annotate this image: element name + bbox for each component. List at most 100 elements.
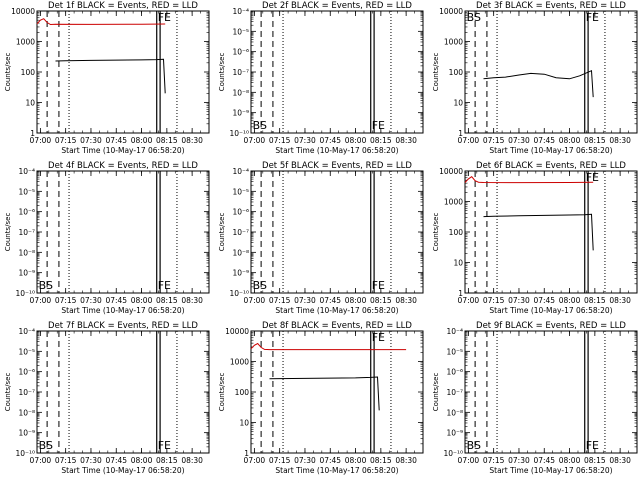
x-tick-label: 07:30 [508, 296, 530, 305]
y-tick-label: 10⁻⁹ [18, 269, 35, 278]
chart-title: Det 1f BLACK = Events, RED = LLD [48, 1, 198, 11]
y-tick-label: 10⁻⁵ [18, 187, 35, 196]
chart-panel-1: Det 1f BLACK = Events, RED = LLD 1 10 100 10… [4, 1, 210, 155]
x-tick-label: 08:30 [609, 136, 631, 145]
x-tick-label: 07:45 [533, 296, 555, 305]
marker-label-fe: FE [158, 11, 171, 24]
y-tick-label: 1 [458, 289, 463, 298]
y-tick-label: 10⁻¹⁰ [15, 449, 35, 458]
y-tick-label: 10⁻⁴ [446, 327, 463, 336]
chart-panel-8: Det 8f BLACK = Events, RED = LLD 1 10 100 10… [218, 321, 424, 475]
x-tick-label: 07:45 [319, 136, 341, 145]
x-tick-label: 07:45 [105, 136, 127, 145]
x-tick-label: 08:30 [395, 456, 417, 465]
y-tick-label: 10⁻⁷ [18, 228, 35, 237]
chart-title: Det 6f BLACK = Events, RED = LLD [476, 161, 626, 171]
x-tick-label: 08:30 [181, 296, 203, 305]
y-tick-label: 10 [239, 419, 249, 428]
y-tick-label: 10⁻⁹ [232, 269, 249, 278]
x-tick-label: 07:00 [30, 136, 52, 145]
x-axis-label: Start Time (10-May-17 06:58:20) [489, 306, 612, 315]
x-tick-label: 07:15 [269, 136, 291, 145]
plot-frame [464, 330, 638, 454]
x-tick-label: 08:30 [395, 136, 417, 145]
x-tick-label: 07:30 [508, 456, 530, 465]
y-tick-label: 10⁻¹⁰ [15, 289, 35, 298]
y-tick-label: 100 [449, 68, 464, 77]
y-tick-label: 10⁻⁷ [232, 68, 249, 77]
y-tick-label: 1000 [444, 38, 463, 47]
plot-frame [36, 330, 210, 454]
x-tick-label: 07:45 [319, 296, 341, 305]
y-tick-label: 100 [235, 388, 250, 397]
y-tick-label: 10⁻⁵ [232, 187, 249, 196]
x-tick-label: 07:30 [508, 136, 530, 145]
y-tick-label: 10 [453, 99, 463, 108]
y-axis-label: Counts/sec [4, 53, 12, 92]
y-tick-label: 10⁻⁷ [232, 228, 249, 237]
x-axis-label: Start Time (10-May-17 06:58:20) [489, 146, 612, 155]
y-tick-label: 10⁻⁴ [18, 327, 35, 336]
chart-title: Det 2f BLACK = Events, RED = LLD [262, 1, 412, 11]
x-tick-label: 08:15 [156, 456, 178, 465]
plot-frame [464, 10, 638, 134]
y-tick-label: 10⁻⁵ [232, 27, 249, 36]
x-tick-label: 08:00 [559, 296, 581, 305]
y-axis-label: Counts/sec [218, 213, 226, 252]
x-tick-label: 08:15 [370, 136, 392, 145]
x-tick-label: 07:00 [458, 296, 480, 305]
series-line-black [483, 69, 594, 98]
x-tick-label: 07:30 [294, 296, 316, 305]
series-line-red [464, 176, 594, 184]
x-tick-label: 07:45 [533, 136, 555, 145]
marker-label-fe: FE [158, 439, 171, 452]
y-tick-label: 10⁻¹⁰ [229, 289, 249, 298]
marker-label-bs: BS [253, 119, 267, 132]
y-tick-label: 10⁻⁸ [18, 408, 35, 417]
x-tick-label: 08:30 [181, 136, 203, 145]
plot-frame [250, 10, 424, 134]
y-tick-label: 10⁻⁸ [18, 248, 35, 257]
y-tick-label: 10⁻⁹ [446, 429, 463, 438]
x-tick-label: 08:00 [345, 136, 367, 145]
y-tick-label: 10⁻⁴ [232, 7, 249, 16]
x-tick-label: 08:00 [345, 296, 367, 305]
plot-frame [36, 10, 210, 134]
y-tick-label: 10⁻⁵ [446, 347, 463, 356]
series-line-red [250, 342, 407, 351]
x-tick-label: 07:15 [269, 456, 291, 465]
x-tick-label: 07:00 [30, 296, 52, 305]
y-tick-label: 10⁻⁶ [232, 48, 249, 57]
x-tick-label: 08:30 [181, 456, 203, 465]
marker-label-fe: FE [158, 279, 171, 292]
y-axis-label: Counts/sec [4, 213, 12, 252]
y-tick-label: 1000 [444, 198, 463, 207]
x-tick-label: 07:45 [319, 456, 341, 465]
x-tick-label: 07:30 [294, 456, 316, 465]
y-tick-label: 10⁻⁸ [232, 88, 249, 97]
x-tick-label: 07:15 [483, 136, 505, 145]
y-axis-label: Counts/sec [4, 373, 12, 412]
x-tick-label: 07:15 [55, 456, 77, 465]
x-tick-label: 07:15 [269, 296, 291, 305]
series-line-red [36, 18, 166, 26]
x-tick-label: 07:15 [55, 136, 77, 145]
plot-frame [250, 170, 424, 294]
x-tick-label: 08:00 [559, 136, 581, 145]
x-tick-label: 08:15 [156, 296, 178, 305]
chart-title: Det 7f BLACK = Events, RED = LLD [48, 321, 198, 331]
x-axis-label: Start Time (10-May-17 06:58:20) [61, 146, 184, 155]
y-tick-label: 10000 [11, 7, 35, 16]
y-tick-label: 10⁻¹⁰ [443, 449, 463, 458]
y-tick-label: 100 [449, 228, 464, 237]
y-tick-label: 1 [458, 129, 463, 138]
plot-frame [464, 170, 638, 294]
y-tick-label: 100 [21, 68, 36, 77]
marker-label-bs: BS [39, 279, 53, 292]
x-tick-label: 07:30 [294, 136, 316, 145]
chart-title: Det 4f BLACK = Events, RED = LLD [48, 161, 198, 171]
chart-title: Det 3f BLACK = Events, RED = LLD [476, 1, 626, 11]
y-tick-label: 10⁻⁴ [18, 167, 35, 176]
y-tick-label: 1000 [16, 38, 35, 47]
y-tick-label: 10 [453, 259, 463, 268]
